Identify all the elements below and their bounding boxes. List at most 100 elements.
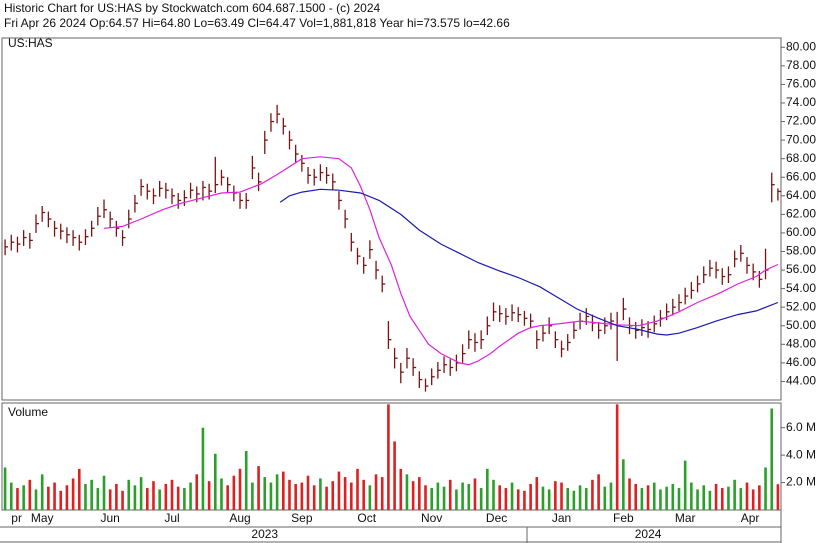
volume-bar (720, 488, 724, 510)
volume-bar (40, 474, 44, 510)
y-tick-label: 46.00 (786, 355, 816, 369)
volume-bar (659, 489, 662, 510)
y-tick-label: 2.0 M (786, 475, 816, 489)
x-tick-label: Oct (357, 511, 376, 525)
volume-bar (77, 468, 81, 510)
x-tick-label: pr (11, 511, 22, 525)
y-tick-label: 56.00 (786, 262, 816, 276)
symbol-label: US:HAS (8, 36, 53, 50)
volume-bar (751, 489, 755, 510)
volume-bar (47, 486, 50, 510)
volume-bar (71, 478, 75, 510)
volume-bar (269, 482, 273, 510)
x-tick-label: May (31, 511, 54, 525)
y-tick-label: 4.0 M (786, 447, 816, 461)
volume-bar (523, 490, 526, 510)
volume-bar (603, 486, 607, 510)
volume-bar (325, 486, 328, 510)
volume-bar (584, 488, 588, 510)
volume-bar (306, 475, 310, 510)
y-tick-label: 62.00 (786, 207, 816, 221)
y-tick-label: 68.00 (786, 151, 816, 165)
volume-bar (733, 479, 736, 510)
x-tick-label: Aug (229, 511, 250, 525)
volume-bar (3, 467, 7, 510)
volume-bar (374, 474, 378, 510)
volume-bar (560, 482, 563, 510)
x-tick-label: Sep (291, 511, 313, 525)
volume-bar (53, 482, 56, 510)
volume-bar (764, 467, 767, 510)
volume-bar (479, 488, 483, 510)
volume-bar (541, 486, 545, 510)
volume-bar (362, 479, 365, 510)
volume-bar (300, 482, 304, 510)
volume-bar (257, 466, 260, 510)
volume-bar (232, 475, 236, 510)
volume-bar (331, 481, 335, 510)
volume-bar (622, 459, 625, 510)
volume-bar (133, 485, 137, 510)
y-tick-label: 76.00 (786, 77, 816, 91)
volume-bar (201, 427, 205, 510)
volume-bar (572, 490, 576, 510)
volume-bar (448, 479, 452, 510)
volume-bar (510, 482, 514, 510)
y-tick-label: 58.00 (786, 244, 816, 258)
volume-bar (535, 477, 539, 510)
volume-bar (776, 484, 780, 510)
volume-bar (244, 451, 248, 510)
volume-bar (578, 485, 582, 510)
y-tick-label: 78.00 (786, 58, 816, 72)
x-tick-label: Nov (421, 511, 442, 525)
volume-bar (770, 408, 774, 510)
volume-bar (504, 488, 508, 510)
volume-bar (714, 483, 718, 510)
volume-bar (282, 471, 285, 510)
volume-bar (16, 488, 19, 510)
volume-bar (294, 483, 297, 510)
volume-bar (220, 478, 223, 510)
y-tick-label: 74.00 (786, 95, 816, 109)
header-line: Historic Chart for US:HAS by Stockwatch.… (4, 1, 380, 15)
volume-bar (708, 490, 712, 510)
volume-bar (646, 485, 650, 510)
volume-bar (312, 485, 316, 510)
volume-bar (418, 477, 421, 510)
volume-bar (121, 490, 124, 510)
volume-bar (96, 488, 100, 510)
y-tick-label: 54.00 (786, 281, 816, 295)
volume-bar (108, 489, 112, 510)
volume-bar (34, 489, 38, 510)
volume-bar (671, 483, 675, 510)
volume-bar (115, 483, 118, 510)
volume-bar (516, 489, 520, 510)
volume-bar (152, 481, 155, 510)
volume-bar (343, 477, 347, 510)
volume-bar (368, 485, 372, 510)
volume-bar (430, 488, 433, 510)
x-tick-label: Jan (552, 511, 571, 525)
volume-bar (609, 482, 613, 510)
y-tick-label: 66.00 (786, 169, 816, 183)
y-tick-label: 6.0 M (786, 420, 816, 434)
volume-bar (9, 482, 13, 510)
volume-bar (690, 482, 693, 510)
volume-bar (677, 488, 681, 510)
volume-bar (251, 482, 254, 510)
volume-bar (628, 478, 631, 510)
volume-bar (59, 490, 63, 510)
price-panel (1, 37, 782, 401)
volume-bar (591, 479, 594, 510)
y-tick-label: 72.00 (786, 114, 816, 128)
volume-bar (350, 482, 353, 510)
volume-bar (529, 483, 532, 510)
volume-bar (145, 488, 149, 510)
volume-bar (28, 479, 32, 510)
volume-bar (652, 482, 656, 510)
volume-bar (158, 489, 161, 510)
volume-bar (263, 477, 267, 510)
volume-bar (238, 468, 242, 510)
volume-bar (127, 479, 131, 510)
volume-label: Volume (8, 405, 48, 419)
